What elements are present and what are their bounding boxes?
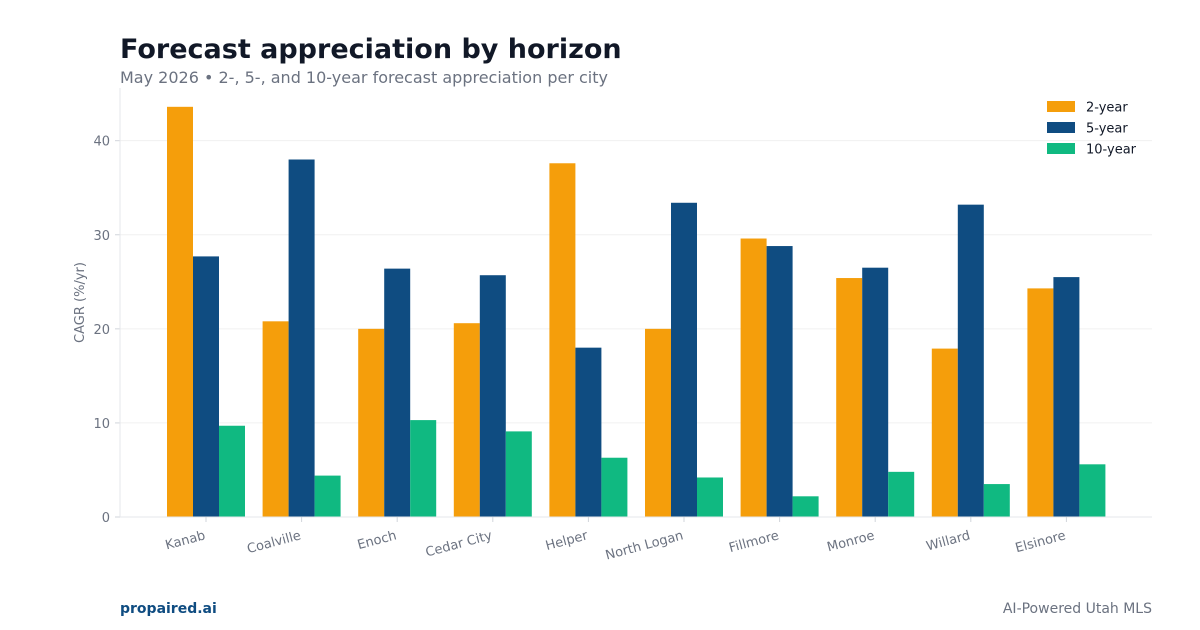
x-tick-label: Cedar City xyxy=(424,528,494,560)
bar-10-year-fillmore xyxy=(792,496,819,517)
bar-5-year-coalville xyxy=(288,159,315,517)
x-tick-label: Enoch xyxy=(356,528,398,553)
chart-title: Forecast appreciation by horizon xyxy=(120,34,622,65)
x-tick-label: Monroe xyxy=(826,528,877,555)
x-tick-label: Elsinore xyxy=(1014,528,1068,556)
bar-5-year-fillmore xyxy=(766,246,793,518)
bar-2-year-cedar-city xyxy=(453,323,480,517)
bars xyxy=(167,106,1106,518)
bar-2-year-monroe xyxy=(836,278,863,517)
bar-5-year-elsinore xyxy=(1053,277,1080,517)
x-tick-label: Willard xyxy=(925,528,972,554)
bar-2-year-coalville xyxy=(262,321,289,517)
bar-5-year-enoch xyxy=(384,268,411,517)
bar-10-year-north-logan xyxy=(697,477,723,517)
legend-label: 2-year xyxy=(1086,101,1128,116)
x-tick-label: Kanab xyxy=(164,528,207,553)
bar-5-year-willard xyxy=(957,204,984,517)
bar-10-year-monroe xyxy=(888,471,915,517)
legend-swatch xyxy=(1047,143,1075,154)
bar-2-year-enoch xyxy=(358,328,385,517)
y-tick-label: 0 xyxy=(102,511,110,526)
bar-5-year-cedar-city xyxy=(479,275,506,517)
bar-5-year-kanab xyxy=(193,256,219,517)
x-tick-label: Fillmore xyxy=(727,528,780,556)
bar-10-year-kanab xyxy=(219,425,245,517)
bar-2-year-kanab xyxy=(167,106,193,517)
bar-2-year-helper xyxy=(549,163,576,517)
x-tick-label: Helper xyxy=(544,528,590,554)
bar-10-year-elsinore xyxy=(1079,464,1106,517)
bar-10-year-willard xyxy=(983,484,1010,517)
bar-5-year-helper xyxy=(575,347,602,517)
y-tick-label: 30 xyxy=(93,229,110,244)
bar-5-year-monroe xyxy=(862,267,889,517)
bar-10-year-coalville xyxy=(314,475,341,517)
x-tick-label: North Logan xyxy=(604,528,685,563)
bar-5-year-north-logan xyxy=(671,202,697,518)
bar-10-year-enoch xyxy=(410,420,437,517)
brand-logo-text[interactable]: propaired.ai xyxy=(120,601,217,617)
x-tick-label: Coalville xyxy=(245,528,302,557)
bar-10-year-helper xyxy=(601,457,628,517)
y-tick-label: 10 xyxy=(93,417,110,432)
legend-label: 10-year xyxy=(1086,143,1137,158)
footer-tagline: AI-Powered Utah MLS xyxy=(1002,601,1152,617)
chart-subtitle: May 2026 • 2-, 5-, and 10-year forecast … xyxy=(120,68,608,87)
bar-2-year-elsinore xyxy=(1027,288,1054,517)
y-tick-label: 20 xyxy=(93,323,110,338)
y-tick-label: 40 xyxy=(93,135,110,150)
bar-2-year-north-logan xyxy=(645,328,671,517)
bar-10-year-cedar-city xyxy=(505,431,532,517)
legend-swatch xyxy=(1047,122,1075,133)
y-axis-label: CAGR (%/yr) xyxy=(73,262,88,343)
bar-2-year-fillmore xyxy=(740,238,767,518)
legend: 2-year 5-year 10-year xyxy=(1047,101,1137,158)
legend-label: 5-year xyxy=(1086,122,1128,137)
bar-2-year-willard xyxy=(931,348,958,517)
legend-swatch xyxy=(1047,101,1075,112)
